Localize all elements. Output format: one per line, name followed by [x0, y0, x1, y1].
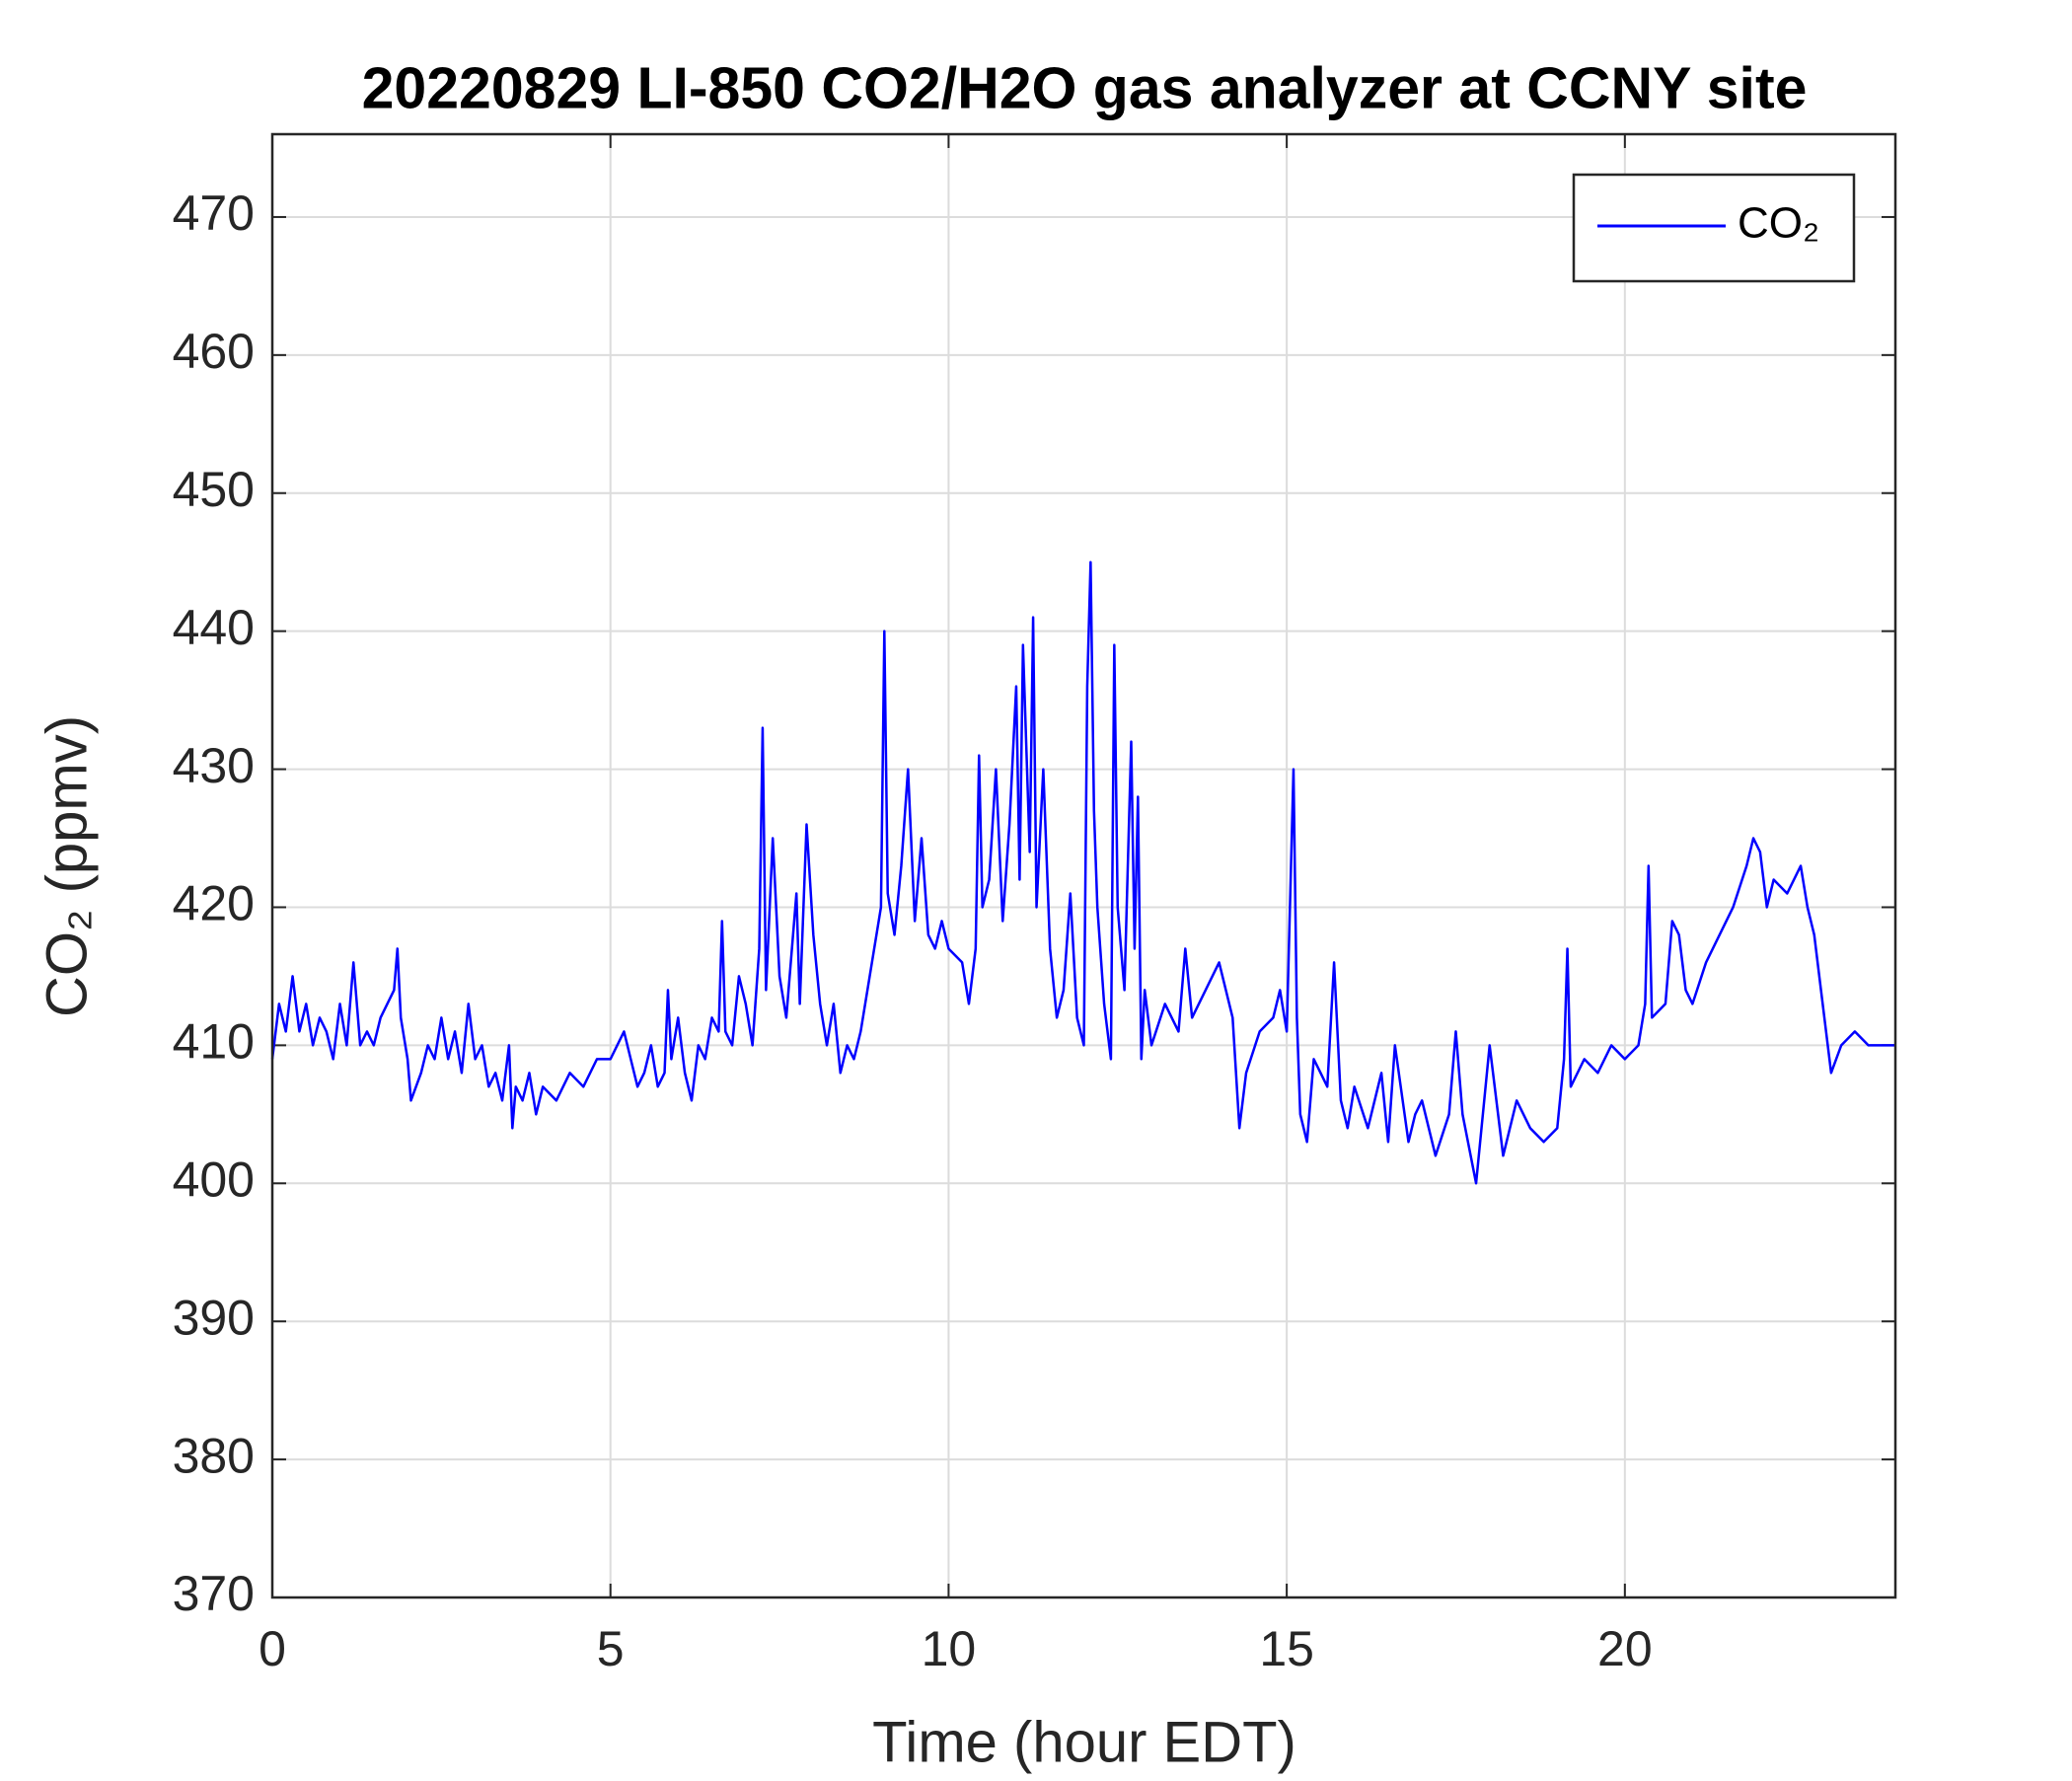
- y-tick-label: 430: [173, 738, 255, 793]
- data-line: [270, 560, 1895, 1185]
- x-tick-label: 15: [1259, 1621, 1314, 1676]
- legend-box: [1572, 173, 1856, 283]
- y-tick-label: 450: [173, 462, 255, 517]
- y-axis-label: CO₂ (ppmv): [35, 715, 99, 1017]
- x-tick-label: 5: [597, 1621, 625, 1676]
- x-tick-label: 20: [1597, 1621, 1653, 1676]
- plot-frame: [270, 132, 1897, 1599]
- y-tick-label: 390: [173, 1290, 255, 1345]
- y-tick-label: 400: [173, 1151, 255, 1207]
- y-tick-label: 380: [173, 1428, 255, 1483]
- y-tick-label: 470: [173, 186, 255, 241]
- x-axis-label: Time (hour EDT): [872, 1710, 1296, 1774]
- x-tick-label: 10: [922, 1621, 977, 1676]
- chart-title: 20220829 LI-850 CO2/H2O gas analyzer at …: [362, 56, 1808, 121]
- legend-label: CO₂: [1738, 199, 1819, 248]
- y-tick-label: 420: [173, 876, 255, 931]
- y-tick-label: 460: [173, 324, 255, 379]
- x-tick-label: 0: [259, 1621, 286, 1676]
- y-tick-label: 410: [173, 1014, 255, 1070]
- y-tick-label: 440: [173, 600, 255, 655]
- y-tick-label: 370: [173, 1566, 255, 1621]
